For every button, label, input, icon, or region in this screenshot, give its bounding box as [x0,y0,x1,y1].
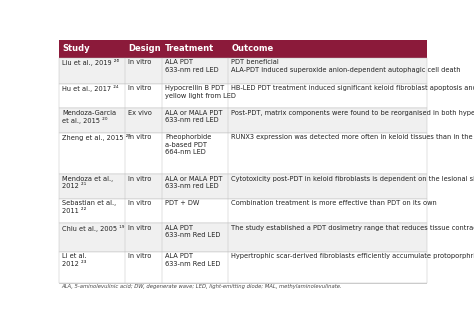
Text: Cytotoxicity post-PDT in keloid fibroblasts is dependent on the lesional site, p: Cytotoxicity post-PDT in keloid fibrobla… [231,176,474,182]
Text: ALA or MALA PDT
633-nm red LED: ALA or MALA PDT 633-nm red LED [165,110,223,123]
Text: In vitro: In vitro [128,200,152,206]
Text: Hypocrellin B PDT
yellow light from LED: Hypocrellin B PDT yellow light from LED [165,85,236,98]
FancyBboxPatch shape [59,223,427,252]
Text: In vitro: In vitro [128,134,152,140]
Text: Hypertrophic scar-derived fibroblasts efficiently accumulate protoporphrin IX af: Hypertrophic scar-derived fibroblasts ef… [231,253,474,259]
Text: ALA PDT
633-nm Red LED: ALA PDT 633-nm Red LED [165,253,220,267]
Text: In vitro: In vitro [128,225,152,231]
Text: Study: Study [62,45,90,54]
FancyBboxPatch shape [59,108,427,133]
Text: In vitro: In vitro [128,176,152,182]
Text: Design: Design [128,45,161,54]
Text: In vitro: In vitro [128,85,152,91]
Text: Mendoza et al.,
2012 ²¹: Mendoza et al., 2012 ²¹ [62,176,113,189]
Text: Mendoza-Garcia
et al., 2015 ²⁰: Mendoza-Garcia et al., 2015 ²⁰ [62,110,116,124]
Text: Zheng et al., 2015 ²⁵: Zheng et al., 2015 ²⁵ [62,134,131,141]
Text: Hu et al., 2017 ²⁴: Hu et al., 2017 ²⁴ [62,85,118,92]
Text: Post-PDT, matrix components were found to be reorganised in both hypertrophic an: Post-PDT, matrix components were found t… [231,110,474,116]
Text: Sebastian et al.,
2011 ²²: Sebastian et al., 2011 ²² [62,200,116,214]
Text: In vitro: In vitro [128,253,152,259]
Text: RUNX3 expression was detected more often in keloid tissues than in the dermis of: RUNX3 expression was detected more often… [231,134,474,140]
FancyBboxPatch shape [59,133,427,174]
Text: Pheophorbide
a-based PDT
664-nm LED: Pheophorbide a-based PDT 664-nm LED [165,134,211,155]
Text: Ex vivo: Ex vivo [128,110,152,116]
Text: PDT beneficial
ALA-PDT induced superoxide anion-dependent autophagic cell death: PDT beneficial ALA-PDT induced superoxid… [231,59,461,73]
Text: ALA, 5-aminolevulinic acid; DW, degenerate wave; LED, light-emitting diode; MAL,: ALA, 5-aminolevulinic acid; DW, degenera… [61,284,342,289]
Text: ALA PDT
633-nm Red LED: ALA PDT 633-nm Red LED [165,225,220,239]
Text: Liu et al., 2019 ²⁶: Liu et al., 2019 ²⁶ [62,59,119,66]
Text: Treatment: Treatment [165,45,214,54]
Text: ALA or MALA PDT
633-nm red LED: ALA or MALA PDT 633-nm red LED [165,176,223,189]
Text: PDT + DW: PDT + DW [165,200,200,206]
FancyBboxPatch shape [59,83,427,108]
FancyBboxPatch shape [59,174,427,199]
Text: Chiu et al., 2005 ¹⁹: Chiu et al., 2005 ¹⁹ [62,225,125,232]
Text: ALA PDT
633-nm red LED: ALA PDT 633-nm red LED [165,59,219,73]
Text: Li et al.
2012 ²³: Li et al. 2012 ²³ [62,253,87,267]
Text: The study established a PDT dosimetry range that reduces tissue contraction and : The study established a PDT dosimetry ra… [231,225,474,231]
FancyBboxPatch shape [59,252,427,283]
FancyBboxPatch shape [59,199,427,223]
FancyBboxPatch shape [59,40,427,58]
Text: Outcome: Outcome [231,45,273,54]
Text: HB-LED PDT treatment induced significant keloid fibroblast apoptosis and decreas: HB-LED PDT treatment induced significant… [231,85,474,91]
Text: In vitro: In vitro [128,59,152,65]
Text: Combination treatment is more effective than PDT on its own: Combination treatment is more effective … [231,200,437,206]
FancyBboxPatch shape [59,58,427,83]
